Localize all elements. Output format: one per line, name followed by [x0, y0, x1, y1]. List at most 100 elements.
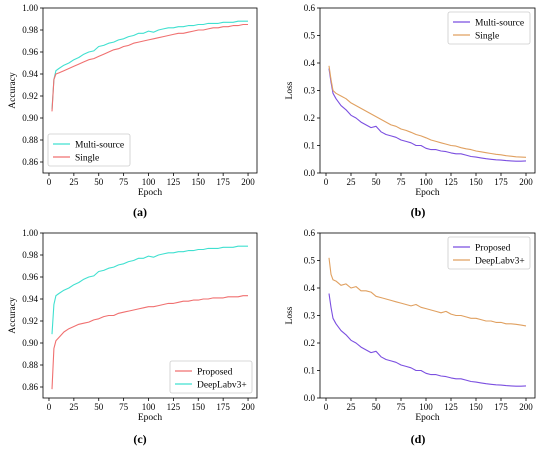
x-tick-label: 100 [419, 402, 433, 412]
y-tick-label: 0.96 [22, 272, 38, 282]
x-tick-label: 175 [494, 402, 508, 412]
legend-entry: Proposed [197, 368, 233, 378]
y-tick-label: 0.98 [22, 25, 38, 35]
series-line-deeplabv3- [328, 257, 527, 327]
legend-entry: Multi-source [75, 141, 124, 151]
y-tick-label: 1.00 [22, 228, 38, 238]
legend-entry: Single [475, 32, 499, 42]
y-tick-label: 0.94 [22, 294, 38, 304]
series-line-multi-source [328, 68, 527, 162]
x-tick-label: 50 [94, 402, 104, 412]
y-tick-label: 0.2 [304, 113, 315, 123]
y-tick-label: 0.92 [22, 91, 38, 101]
x-tick-label: 25 [69, 402, 79, 412]
panel-label-c: (c) [133, 432, 147, 446]
legend-entry: Proposed [475, 244, 511, 254]
x-tick-label: 175 [216, 402, 230, 412]
x-tick-label: 200 [519, 177, 533, 187]
legend: Multi-source Single [47, 133, 131, 167]
x-tick-label: 75 [397, 402, 407, 412]
x-tick-label: 0 [47, 402, 52, 412]
y-axis-label: Loss [285, 81, 295, 99]
y-tick-label: 0.0 [304, 168, 316, 178]
x-tick-label: 100 [142, 177, 156, 187]
y-tick-label: 0.1 [304, 141, 315, 151]
x-tick-label: 150 [192, 402, 206, 412]
x-tick-label: 150 [469, 402, 483, 412]
plot-frame [42, 232, 258, 399]
y-tick-label: 0.88 [22, 135, 38, 145]
y-axis-label: Accuracy [8, 297, 18, 334]
x-tick-label: 50 [372, 402, 382, 412]
y-tick-label: 0.4 [304, 283, 316, 293]
y-tick-label: 0.5 [304, 256, 316, 266]
x-tick-label: 0 [47, 177, 52, 187]
x-tick-label: 50 [372, 177, 382, 187]
x-tick-label: 75 [119, 402, 129, 412]
x-tick-label: 175 [494, 177, 508, 187]
y-tick-label: 0.6 [304, 228, 316, 238]
legend-box [47, 133, 131, 167]
x-tick-label: 0 [324, 402, 329, 412]
x-tick-label: 25 [69, 177, 79, 187]
x-tick-label: 75 [119, 177, 129, 187]
y-tick-label: 0.94 [22, 69, 38, 79]
x-tick-label: 125 [444, 402, 458, 412]
y-tick-label: 1.00 [22, 3, 38, 13]
legend-entry: DeepLabv3+ [197, 381, 247, 391]
y-axis-label: Accuracy [8, 72, 18, 109]
y-tick-label: 0.2 [304, 338, 315, 348]
x-tick-label: 25 [347, 177, 357, 187]
y-tick-label: 0.6 [304, 3, 316, 13]
legend-box [447, 236, 531, 270]
y-tick-label: 0.88 [22, 360, 38, 370]
x-tick-label: 200 [519, 402, 533, 412]
x-tick-label: 50 [94, 177, 104, 187]
series-line-multi-source [51, 20, 248, 110]
x-tick-label: 100 [142, 402, 156, 412]
y-tick-label: 0.92 [22, 316, 38, 326]
legend: Multi-source Single [447, 11, 531, 45]
y-tick-label: 0.5 [304, 31, 316, 41]
legend-box [169, 360, 253, 394]
y-tick-label: 0.0 [304, 393, 316, 403]
legend-entry: DeepLabv3+ [475, 257, 525, 267]
panel-label-a: (a) [133, 205, 147, 219]
y-tick-label: 0.1 [304, 366, 315, 376]
y-tick-label: 0.4 [304, 58, 316, 68]
x-axis-label: Epoch [138, 188, 163, 198]
x-tick-label: 125 [444, 177, 458, 187]
y-axis-label: Loss [285, 306, 295, 324]
legend: Proposed DeepLabv3+ [447, 236, 531, 270]
y-tick-label: 0.98 [22, 250, 38, 260]
x-tick-label: 150 [192, 177, 206, 187]
legend-entry: Single [75, 154, 99, 164]
legend-entry: Multi-source [475, 19, 524, 29]
y-tick-label: 0.86 [22, 382, 38, 392]
y-tick-label: 0.86 [22, 157, 38, 167]
x-tick-label: 125 [167, 402, 181, 412]
x-axis-label: Epoch [138, 413, 163, 423]
x-tick-label: 100 [419, 177, 433, 187]
x-tick-label: 150 [469, 177, 483, 187]
x-tick-label: 125 [167, 177, 181, 187]
y-tick-label: 0.96 [22, 47, 38, 57]
legend: Proposed DeepLabv3+ [169, 360, 253, 394]
series-line-deeplabv3- [51, 245, 248, 335]
x-tick-label: 25 [347, 402, 357, 412]
y-tick-label: 0.90 [22, 338, 38, 348]
x-axis-label: Epoch [415, 188, 440, 198]
x-tick-label: 0 [324, 177, 329, 187]
series-line-proposed [51, 295, 248, 390]
series-line-single [51, 23, 248, 112]
y-tick-label: 0.3 [304, 311, 316, 321]
legend-box [447, 11, 531, 45]
x-tick-label: 200 [241, 402, 255, 412]
panel-label-d: (d) [410, 432, 426, 446]
x-tick-label: 75 [397, 177, 407, 187]
x-axis-label: Epoch [415, 413, 440, 423]
